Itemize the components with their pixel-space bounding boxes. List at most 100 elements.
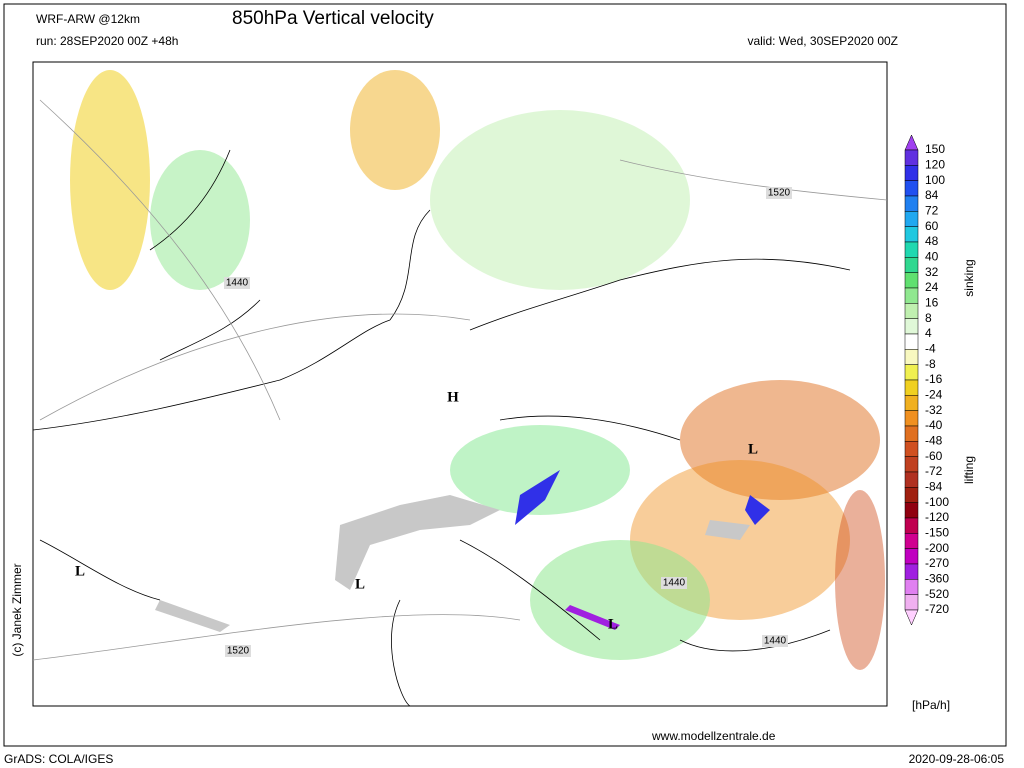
colorbar-box — [904, 303, 919, 319]
colorbar-label: -32 — [925, 403, 943, 417]
colorbar-label: -84 — [925, 480, 943, 494]
colorbar-label: 150 — [925, 142, 945, 156]
contour-label: 1520 — [768, 188, 791, 199]
colorbar-box — [904, 272, 919, 289]
valid: valid: Wed, 30SEP2020 00Z — [747, 34, 898, 48]
colorbar-box — [904, 548, 919, 565]
field — [515, 470, 560, 525]
contour-label: 1520 — [227, 646, 250, 657]
frame — [3, 3, 1007, 747]
colorbar-label: -360 — [925, 572, 949, 586]
colorbar-box — [904, 379, 919, 396]
colorbar-label: 24 — [925, 280, 939, 294]
colorbar-label: 84 — [925, 188, 939, 202]
contour-label-bg — [762, 635, 788, 647]
field — [150, 150, 250, 290]
colorbar-label: 60 — [925, 219, 939, 233]
pyrenees — [155, 600, 230, 632]
colorbar-label: -40 — [925, 418, 943, 432]
contour-label: 1440 — [764, 636, 787, 647]
contours — [32, 99, 888, 661]
pressure-center: L — [748, 441, 758, 457]
colorbar-box — [904, 563, 919, 580]
colorbar-label: -60 — [925, 449, 943, 463]
mountains — [705, 520, 750, 540]
colorbar-box — [904, 487, 919, 503]
field — [745, 495, 770, 525]
colorbar-box — [904, 441, 919, 457]
colorbar-end — [904, 134, 919, 151]
colorbar-label: -270 — [925, 556, 949, 570]
pressure-center: H — [447, 389, 459, 405]
colorbar-box — [904, 395, 919, 411]
colorbar-label: -100 — [925, 495, 949, 509]
borders — [32, 149, 851, 707]
colorbar-label: -720 — [925, 602, 949, 616]
colorbar-label: 40 — [925, 250, 939, 264]
colorbar-label: 8 — [925, 311, 932, 325]
map-labels: H L L L L 1440 1520 1440 1440 1520 — [75, 187, 792, 657]
colorbar-box — [904, 533, 919, 549]
field — [70, 70, 150, 290]
contour-label: 1440 — [663, 578, 686, 589]
colorbar-box — [904, 195, 919, 212]
contour-label: 1440 — [226, 278, 249, 289]
colorbar-box — [904, 502, 919, 519]
colorbar-label: -200 — [925, 541, 949, 555]
colorbar-box — [904, 180, 919, 197]
alps — [335, 495, 500, 590]
field — [350, 70, 440, 190]
colorbar-end — [904, 609, 919, 626]
colorbar-label: 16 — [925, 296, 939, 310]
colorbar-box — [904, 425, 919, 442]
contour-label-bg — [661, 577, 687, 589]
colorbar-label: -24 — [925, 388, 943, 402]
field — [450, 425, 630, 515]
credit: (c) Janek Zimmer — [10, 563, 24, 656]
timestamp: 2020-09-28-06:05 — [909, 752, 1005, 766]
colorbar-label: 120 — [925, 158, 945, 172]
colorbar-box — [904, 149, 919, 166]
upper-label: sinking — [962, 259, 976, 296]
colorbar-label: 48 — [925, 234, 939, 248]
colorbar-box — [904, 364, 919, 381]
colorbar-label: -150 — [925, 526, 949, 540]
colorbar-box — [904, 257, 919, 273]
colorbar-label: -72 — [925, 464, 943, 478]
software: GrADS: COLA/IGES — [4, 752, 113, 766]
map — [32, 61, 888, 707]
colorbar-label: 72 — [925, 204, 939, 218]
unit: [hPa/h] — [912, 698, 950, 712]
colorbar-box — [904, 165, 919, 181]
colorbar-box — [904, 211, 919, 227]
website: www.modellzentrale.de — [651, 729, 776, 743]
run: run: 28SEP2020 00Z +48h — [36, 34, 178, 48]
colorbar-box — [904, 318, 919, 335]
colorbar-label: 4 — [925, 326, 932, 340]
colorbar-label: -4 — [925, 342, 936, 356]
field — [565, 605, 620, 630]
colorbar-label: 100 — [925, 173, 945, 187]
colorbar-box — [904, 287, 919, 304]
colorbar-box — [904, 456, 919, 473]
contour-label-bg — [766, 187, 792, 199]
contour-label-bg — [225, 645, 251, 657]
colorbar-label: -520 — [925, 587, 949, 601]
colorbar-box — [904, 410, 919, 427]
colorbar-label: -48 — [925, 434, 943, 448]
colorbar-box — [904, 226, 919, 243]
colorbar-box — [904, 471, 919, 488]
colorbar-box — [904, 333, 919, 350]
colorbar-label: -120 — [925, 510, 949, 524]
pressure-center: L — [608, 616, 618, 632]
contour-label-bg — [224, 277, 250, 289]
colorbar-box — [904, 594, 919, 611]
lower-label: lifting — [962, 456, 976, 484]
colorbar-box — [904, 241, 919, 258]
colorbar-box — [904, 517, 919, 534]
pressure-center: L — [355, 576, 365, 592]
colorbar-label: -16 — [925, 372, 943, 386]
colorbar-box — [904, 579, 919, 595]
pressure-center: L — [75, 563, 85, 579]
